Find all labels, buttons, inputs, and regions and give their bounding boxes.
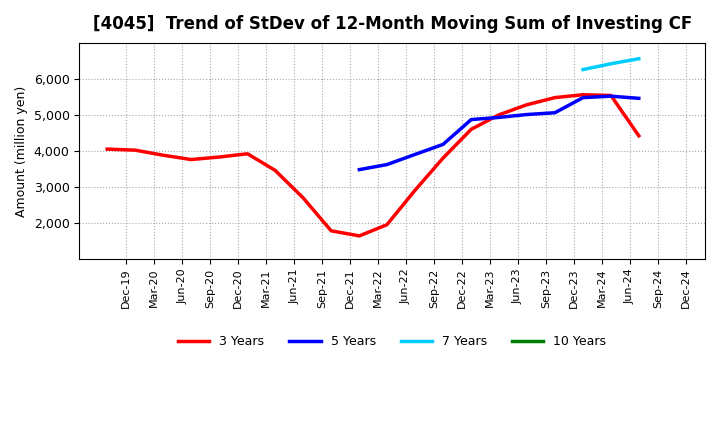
Legend: 3 Years, 5 Years, 7 Years, 10 Years: 3 Years, 5 Years, 7 Years, 10 Years — [173, 330, 611, 353]
Title: [4045]  Trend of StDev of 12-Month Moving Sum of Investing CF: [4045] Trend of StDev of 12-Month Moving… — [92, 15, 692, 33]
Line: 5 Years: 5 Years — [359, 96, 639, 170]
Line: 7 Years: 7 Years — [583, 59, 639, 70]
Line: 3 Years: 3 Years — [107, 95, 639, 236]
Y-axis label: Amount (million yen): Amount (million yen) — [15, 85, 28, 216]
